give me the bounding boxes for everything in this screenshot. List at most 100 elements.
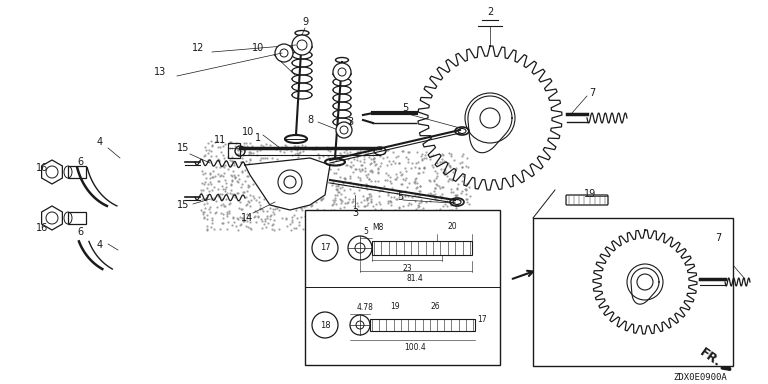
Point: [397, 203, 409, 209]
Point: [310, 220, 323, 226]
Point: [450, 186, 462, 192]
Point: [358, 156, 370, 162]
Point: [291, 198, 303, 204]
Point: [254, 181, 266, 187]
Point: [286, 214, 299, 220]
Point: [402, 199, 415, 205]
Point: [424, 156, 436, 162]
Point: [245, 150, 257, 156]
Point: [393, 160, 406, 166]
Point: [302, 218, 314, 224]
Point: [365, 156, 377, 162]
Point: [295, 184, 307, 190]
Point: [437, 152, 449, 158]
Point: [284, 197, 296, 203]
Point: [390, 176, 402, 182]
Point: [340, 209, 353, 215]
Point: [448, 212, 460, 218]
Point: [200, 194, 213, 200]
Point: [203, 189, 215, 195]
Point: [359, 168, 371, 174]
Point: [288, 143, 300, 149]
Point: [408, 179, 420, 185]
Point: [418, 155, 430, 161]
Point: [207, 174, 219, 180]
Point: [237, 215, 250, 221]
Point: [242, 169, 254, 175]
Point: [283, 194, 295, 200]
Point: [231, 190, 243, 197]
Point: [200, 147, 212, 154]
Point: [339, 194, 351, 200]
Point: [381, 162, 393, 168]
Point: [307, 168, 319, 174]
Point: [448, 224, 460, 230]
Point: [354, 175, 366, 181]
Point: [435, 209, 447, 215]
Point: [323, 166, 336, 172]
Point: [439, 215, 452, 221]
Point: [412, 193, 424, 199]
Point: [359, 165, 371, 171]
Point: [229, 174, 241, 180]
Point: [366, 221, 378, 227]
Point: [197, 209, 210, 215]
Point: [359, 224, 372, 230]
Point: [231, 151, 243, 157]
Point: [310, 167, 322, 174]
Point: [307, 146, 319, 152]
Point: [260, 154, 273, 161]
Point: [409, 198, 422, 204]
Point: [435, 194, 448, 200]
Point: [429, 191, 441, 197]
Point: [225, 182, 237, 188]
Point: [415, 197, 427, 203]
Point: [313, 155, 326, 161]
Point: [301, 145, 313, 151]
Point: [245, 197, 257, 203]
Point: [390, 190, 402, 196]
Point: [355, 183, 367, 189]
Point: [292, 151, 304, 157]
Point: [203, 147, 215, 153]
Point: [410, 174, 422, 180]
Point: [225, 187, 237, 193]
Point: [200, 175, 212, 181]
Point: [226, 177, 238, 183]
Point: [223, 200, 236, 206]
Point: [446, 177, 458, 184]
Point: [409, 180, 421, 186]
Point: [236, 215, 248, 222]
Point: [428, 188, 440, 194]
Point: [251, 213, 263, 219]
Text: 4: 4: [97, 137, 103, 147]
Point: [285, 205, 297, 212]
Point: [256, 167, 268, 174]
Point: [422, 212, 435, 218]
Point: [434, 159, 446, 165]
Text: 7: 7: [715, 233, 721, 243]
Point: [257, 155, 269, 161]
Point: [280, 216, 293, 222]
Point: [451, 185, 463, 191]
Point: [256, 206, 268, 212]
Point: [415, 153, 427, 159]
Point: [365, 184, 377, 190]
Point: [417, 169, 429, 175]
Point: [229, 174, 241, 180]
Point: [426, 152, 439, 158]
Point: [459, 187, 472, 194]
Point: [316, 195, 329, 201]
Point: [286, 152, 298, 158]
Point: [291, 147, 303, 153]
Point: [444, 207, 456, 213]
Bar: [533, 218, 733, 366]
Point: [322, 144, 334, 151]
Point: [206, 143, 218, 149]
Point: [437, 184, 449, 190]
Text: FR.: FR.: [697, 346, 723, 370]
Point: [199, 170, 211, 177]
Point: [399, 175, 412, 181]
Point: [230, 146, 243, 152]
Point: [362, 194, 375, 200]
